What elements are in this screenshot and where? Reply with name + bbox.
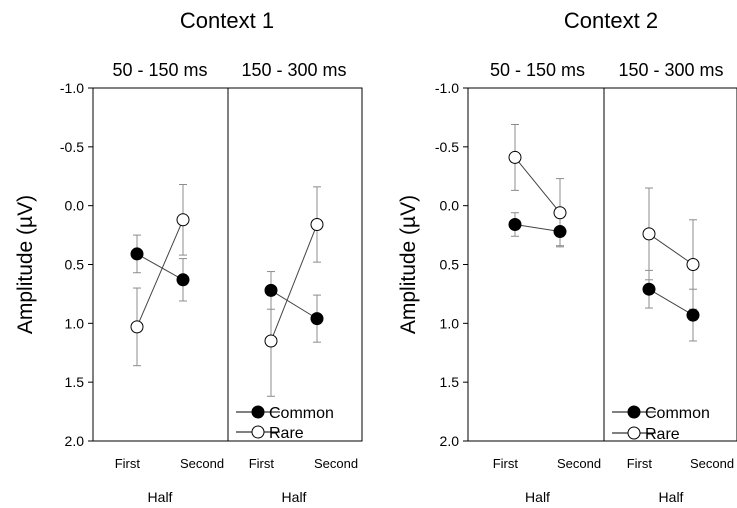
series-line-common bbox=[270, 289, 318, 320]
x-axis-label: Half bbox=[659, 489, 684, 505]
panel-window-label: 150 - 300 ms bbox=[241, 60, 346, 80]
panel-window-label: 50 - 150 ms bbox=[490, 60, 585, 80]
data-point-common bbox=[642, 282, 656, 296]
panel-window-label: 150 - 300 ms bbox=[618, 60, 723, 80]
x-tick-label: First bbox=[493, 456, 519, 471]
data-point-rare bbox=[310, 217, 324, 231]
x-axis-label: Half bbox=[282, 489, 307, 505]
chart-title: Context 2 bbox=[564, 8, 658, 33]
legend-marker-rare bbox=[627, 426, 641, 440]
series-line-rare bbox=[270, 224, 318, 342]
y-tick-label: 0.5 bbox=[65, 257, 85, 273]
legend-label: Common bbox=[269, 405, 334, 422]
chart-title: Context 1 bbox=[180, 8, 274, 33]
y-tick-label: -0.5 bbox=[435, 139, 459, 155]
y-tick-label: 1.5 bbox=[65, 374, 85, 390]
data-point-common bbox=[310, 312, 324, 326]
x-tick-label: Second bbox=[557, 456, 601, 471]
data-point-rare bbox=[264, 334, 278, 348]
series-line-common bbox=[136, 253, 184, 281]
y-tick-label: -1.0 bbox=[435, 80, 459, 96]
x-tick-label: Second bbox=[180, 456, 224, 471]
y-tick-label: -1.0 bbox=[60, 80, 84, 96]
y-tick-label: 1.0 bbox=[440, 315, 460, 331]
data-point-common bbox=[130, 247, 144, 261]
legend-label: Common bbox=[645, 405, 710, 422]
legend-label: Rare bbox=[645, 426, 680, 443]
series-line-rare bbox=[136, 219, 184, 328]
series-line-common bbox=[648, 288, 694, 316]
data-point-rare bbox=[553, 206, 567, 220]
y-tick-label: 2.0 bbox=[65, 433, 85, 449]
series-line-rare bbox=[648, 233, 694, 265]
legend-marker-common bbox=[627, 405, 641, 419]
data-point-common bbox=[176, 273, 190, 287]
data-point-common bbox=[508, 217, 522, 231]
y-tick-label: 1.5 bbox=[440, 374, 460, 390]
data-point-common bbox=[264, 283, 278, 297]
y-axis-label: Amplitude (µV) bbox=[397, 195, 420, 334]
panel-window-label: 50 - 150 ms bbox=[112, 60, 207, 80]
legend-marker-rare bbox=[251, 425, 265, 439]
legend-marker-common bbox=[251, 405, 265, 419]
series-line-common bbox=[514, 223, 561, 233]
data-point-rare bbox=[642, 227, 656, 241]
data-point-common bbox=[686, 308, 700, 322]
y-tick-label: 0.5 bbox=[440, 257, 460, 273]
x-tick-label: First bbox=[115, 456, 141, 471]
x-tick-label: Second bbox=[314, 456, 358, 471]
y-tick-label: 0.0 bbox=[65, 198, 85, 214]
x-axis-label: Half bbox=[148, 489, 173, 505]
context-2-chart: Context 2 -1.0 -0.5 0.0 0.5 1.0 1.5 2.0 Amplitud… bbox=[397, 8, 737, 505]
y-axis-label: Amplitude (µV) bbox=[14, 195, 37, 334]
y-tick-label: 0.0 bbox=[440, 198, 460, 214]
data-point-rare bbox=[176, 213, 190, 227]
data-point-rare bbox=[686, 258, 700, 271]
x-tick-label: Second bbox=[690, 456, 734, 471]
y-tick-label: 1.0 bbox=[65, 315, 85, 331]
data-point-rare bbox=[130, 320, 144, 334]
y-tick-label: -0.5 bbox=[60, 139, 84, 155]
x-tick-label: First bbox=[627, 456, 653, 471]
legend-label: Rare bbox=[269, 425, 304, 442]
x-tick-label: First bbox=[249, 456, 275, 471]
y-tick-label: 2.0 bbox=[440, 433, 460, 449]
context-1-chart: Context 1 -1.0 -0.5 0.0 0.5 1.0 1.5 2.0 Amplitud… bbox=[14, 8, 363, 505]
x-axis-label: Half bbox=[525, 489, 550, 505]
data-point-common bbox=[553, 225, 567, 239]
series-line-rare bbox=[514, 157, 561, 214]
data-point-rare bbox=[508, 150, 522, 164]
